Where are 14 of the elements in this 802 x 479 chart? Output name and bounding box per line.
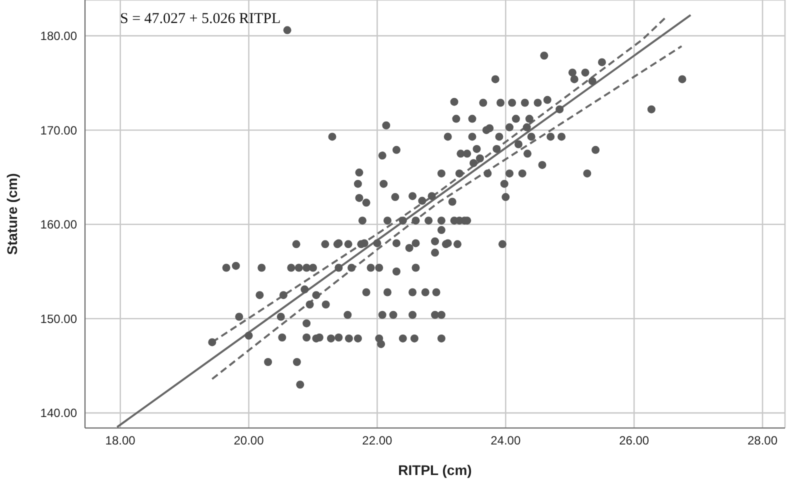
x-tick-label: 18.00 — [105, 434, 136, 448]
y-tick-label: 150.00 — [40, 312, 78, 326]
y-tick-label: 140.00 — [40, 406, 78, 420]
x-tick-label: 28.00 — [748, 434, 778, 448]
y-axis-title: Stature (cm) — [4, 173, 20, 255]
x-tick-label: 20.00 — [234, 434, 264, 448]
x-tick-label: 24.00 — [490, 434, 521, 448]
x-axis-title: RITPL (cm) — [398, 462, 472, 478]
y-tick-label: 180.00 — [40, 29, 78, 44]
x-tick-label: 26.00 — [619, 434, 650, 448]
y-tick-label: 160.00 — [40, 218, 78, 232]
y-tick-label: 170.00 — [40, 123, 78, 138]
annotation: S = 47.027 + 5.026 RITPL — [120, 11, 281, 28]
x-tick-label: 22.00 — [362, 434, 393, 448]
